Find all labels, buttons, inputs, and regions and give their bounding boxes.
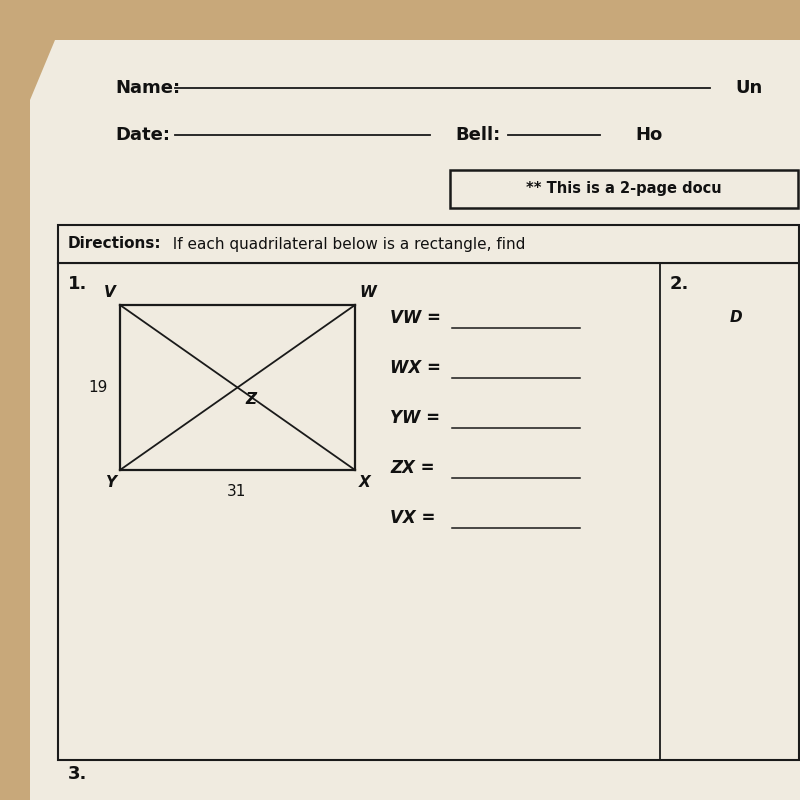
Text: ** This is a 2-page docu: ** This is a 2-page docu <box>526 182 722 197</box>
Bar <box>58 263 799 760</box>
Text: Bell:: Bell: <box>455 126 500 144</box>
Text: Ho: Ho <box>635 126 662 144</box>
Text: If each quadrilateral below is a rectangle, find: If each quadrilateral below is a rectang… <box>163 237 526 251</box>
Text: Name:: Name: <box>115 79 180 97</box>
Text: W: W <box>359 285 376 300</box>
Text: D: D <box>730 310 742 325</box>
Text: WX =: WX = <box>390 359 441 377</box>
Text: Date:: Date: <box>115 126 170 144</box>
Text: VW =: VW = <box>390 309 441 327</box>
Text: 2.: 2. <box>670 275 690 293</box>
Text: Un: Un <box>735 79 762 97</box>
Text: V: V <box>104 285 116 300</box>
Text: YW =: YW = <box>390 409 440 427</box>
Text: ZX =: ZX = <box>390 459 434 477</box>
Text: 1.: 1. <box>68 275 87 293</box>
Polygon shape <box>30 40 55 800</box>
Text: Z: Z <box>245 392 256 407</box>
Polygon shape <box>55 40 800 800</box>
Text: 3.: 3. <box>68 765 87 783</box>
Text: VX =: VX = <box>390 509 435 527</box>
Bar <box>450 170 798 208</box>
Text: Directions:: Directions: <box>68 237 162 251</box>
Text: Y: Y <box>105 475 116 490</box>
Text: X: X <box>359 475 370 490</box>
Text: 19: 19 <box>88 379 108 394</box>
Text: 31: 31 <box>227 485 246 499</box>
Bar <box>58 225 799 263</box>
